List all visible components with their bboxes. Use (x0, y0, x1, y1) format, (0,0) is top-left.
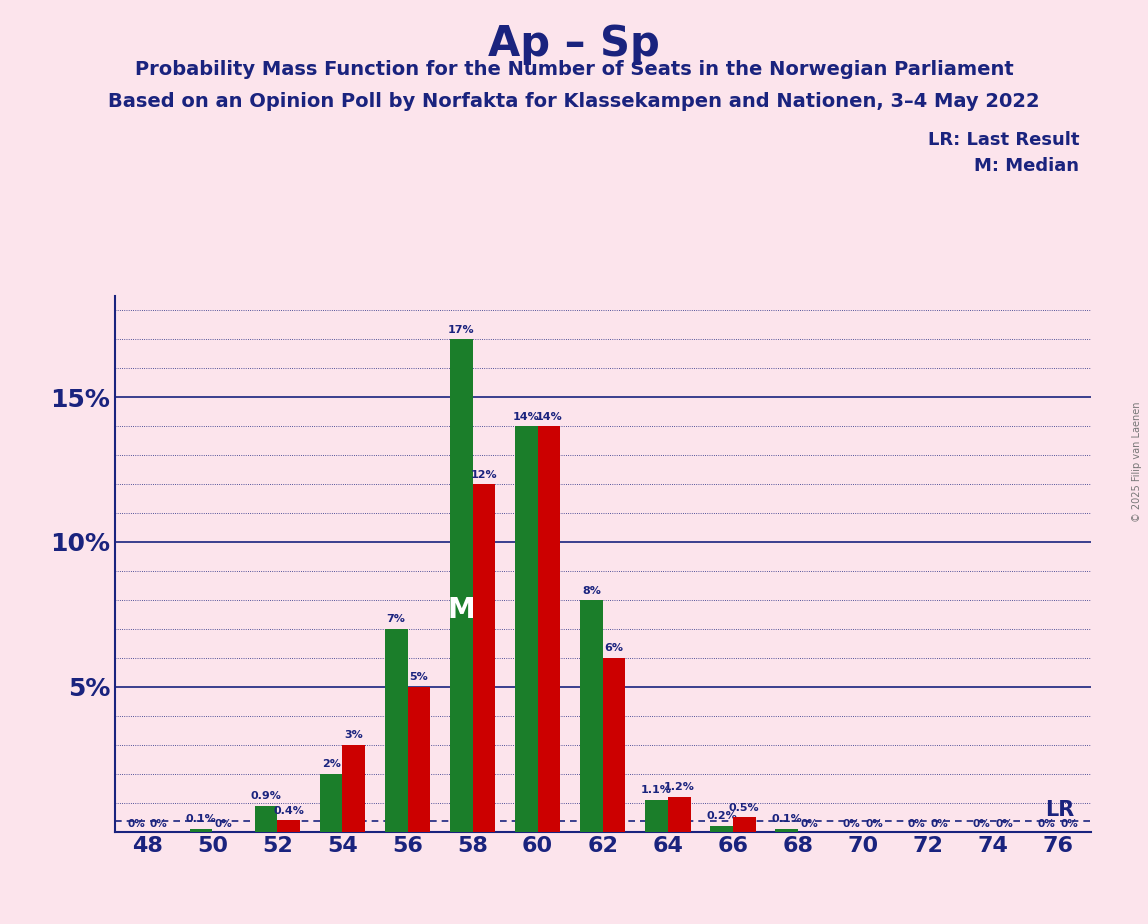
Text: 14%: 14% (536, 412, 563, 421)
Bar (319, 773, 342, 832)
Text: 0%: 0% (1061, 820, 1078, 829)
Text: 0%: 0% (972, 820, 991, 829)
Text: 0%: 0% (843, 820, 860, 829)
Bar (709, 826, 732, 832)
Text: LR: Last Result: LR: Last Result (928, 131, 1079, 149)
Text: 8%: 8% (582, 586, 600, 595)
Bar (450, 339, 473, 832)
Text: 0%: 0% (995, 820, 1014, 829)
Text: 5%: 5% (410, 673, 428, 683)
Text: 0.1%: 0.1% (186, 814, 216, 824)
Text: 1.1%: 1.1% (641, 785, 672, 796)
Text: 0.1%: 0.1% (771, 814, 801, 824)
Text: 17%: 17% (448, 325, 474, 334)
Text: M: M (448, 596, 475, 624)
Text: M: Median: M: Median (975, 157, 1079, 175)
Text: 0%: 0% (800, 820, 819, 829)
Text: 12%: 12% (471, 469, 497, 480)
Text: 0%: 0% (215, 820, 233, 829)
Text: 0.4%: 0.4% (273, 806, 304, 816)
Text: 0.9%: 0.9% (250, 791, 281, 801)
Text: Probability Mass Function for the Number of Seats in the Norwegian Parliament: Probability Mass Function for the Number… (134, 60, 1014, 79)
Bar (255, 806, 278, 832)
Bar (603, 658, 626, 832)
Text: 0%: 0% (931, 820, 948, 829)
Bar (514, 426, 537, 832)
Text: Ap – Sp: Ap – Sp (488, 23, 660, 65)
Text: 7%: 7% (387, 614, 405, 625)
Bar (408, 687, 430, 832)
Text: 0%: 0% (866, 820, 883, 829)
Text: 0%: 0% (127, 820, 145, 829)
Bar (342, 745, 365, 832)
Bar (385, 629, 408, 832)
Bar (580, 600, 603, 832)
Bar (775, 829, 798, 832)
Bar (732, 817, 755, 832)
Text: 0%: 0% (1038, 820, 1055, 829)
Bar (473, 484, 495, 832)
Bar (668, 796, 690, 832)
Text: 14%: 14% (513, 412, 540, 421)
Text: LR: LR (1045, 800, 1075, 820)
Text: 3%: 3% (344, 730, 363, 740)
Bar (278, 820, 300, 832)
Text: 0%: 0% (908, 820, 925, 829)
Text: © 2025 Filip van Laenen: © 2025 Filip van Laenen (1132, 402, 1142, 522)
Text: 0%: 0% (150, 820, 168, 829)
Bar (189, 829, 212, 832)
Text: 0.5%: 0.5% (729, 803, 760, 813)
Text: 1.2%: 1.2% (664, 783, 695, 793)
Text: 6%: 6% (605, 643, 623, 653)
Bar (645, 800, 668, 832)
Text: 2%: 2% (321, 760, 341, 770)
Text: Based on an Opinion Poll by Norfakta for Klassekampen and Nationen, 3–4 May 2022: Based on an Opinion Poll by Norfakta for… (108, 92, 1040, 112)
Bar (537, 426, 560, 832)
Text: 0.2%: 0.2% (706, 811, 737, 821)
